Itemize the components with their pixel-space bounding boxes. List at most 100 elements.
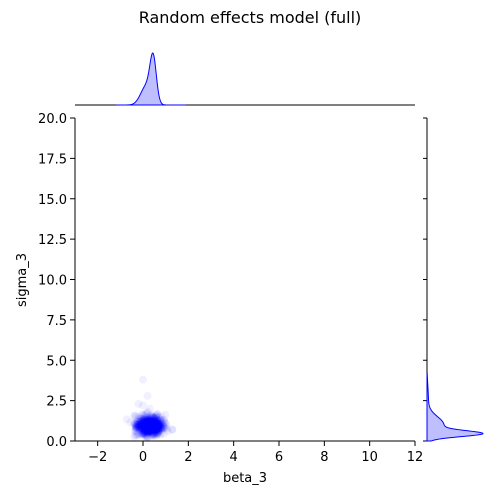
scatter-point [150, 428, 159, 437]
scatter-point [140, 416, 149, 425]
scatter-point [142, 418, 151, 427]
scatter-point [145, 419, 154, 428]
scatter-point [157, 419, 166, 428]
scatter-point [144, 428, 153, 437]
scatter-point [156, 415, 165, 424]
scatter-point [150, 425, 159, 434]
scatter-point [154, 423, 163, 432]
scatter-point [144, 426, 153, 435]
scatter-point [153, 410, 162, 419]
scatter-point [152, 420, 161, 429]
scatter-point [132, 422, 141, 431]
scatter-point [149, 425, 158, 434]
scatter-point [142, 423, 151, 432]
scatter-point [145, 422, 154, 431]
scatter-point [154, 428, 163, 437]
scatter-point [145, 421, 154, 430]
scatter-point [152, 413, 161, 422]
scatter-point [147, 426, 156, 435]
scatter-point [140, 427, 149, 436]
scatter-point [141, 431, 150, 440]
scatter-point [133, 423, 142, 432]
scatter-point [138, 410, 147, 419]
scatter-point [143, 416, 152, 425]
scatter-point [143, 428, 152, 437]
scatter-point [147, 431, 156, 440]
scatter-point [139, 423, 148, 432]
scatter-point [140, 423, 149, 432]
scatter-point [137, 419, 146, 428]
scatter-point [145, 420, 154, 429]
scatter-point [135, 420, 143, 429]
scatter-point [154, 426, 163, 435]
scatter-point [149, 419, 158, 428]
scatter-point [151, 416, 160, 425]
scatter-point [148, 420, 157, 429]
scatter-point [142, 430, 151, 439]
scatter-point [157, 424, 166, 433]
scatter-point [137, 420, 146, 429]
scatter-point [145, 427, 154, 436]
scatter-point [141, 426, 150, 435]
scatter-point [144, 423, 153, 432]
scatter-point [136, 421, 145, 430]
scatter-point [151, 419, 160, 428]
scatter-point [134, 422, 143, 431]
scatter-point [145, 422, 154, 431]
scatter-point [140, 419, 149, 428]
scatter-point [153, 422, 162, 431]
scatter-point [145, 424, 154, 433]
scatter-point [141, 421, 150, 430]
scatter-point [157, 422, 166, 431]
scatter-point [149, 431, 158, 440]
scatter-point [145, 404, 154, 413]
scatter-point [143, 425, 152, 434]
scatter-point [140, 426, 149, 435]
scatter-point [154, 420, 163, 429]
scatter-point [153, 413, 162, 422]
scatter-point [141, 418, 150, 427]
scatter-point [149, 429, 158, 438]
scatter-point [140, 430, 149, 439]
scatter-point [149, 418, 158, 427]
scatter-point [149, 426, 158, 435]
scatter-point [152, 419, 161, 428]
scatter-point [136, 419, 145, 428]
scatter-point [147, 419, 156, 428]
scatter-point [153, 416, 162, 425]
scatter-point [140, 414, 149, 423]
scatter-point [143, 407, 152, 416]
scatter-point [154, 420, 163, 429]
scatter-point [153, 423, 162, 432]
scatter-point [131, 420, 140, 429]
scatter-point [151, 420, 160, 429]
scatter-point [145, 422, 154, 431]
scatter-point [145, 422, 154, 431]
scatter-point [131, 426, 140, 435]
top-kde-curve [115, 52, 187, 106]
scatter-point [144, 420, 153, 429]
scatter-point [141, 429, 150, 438]
scatter-point [149, 418, 158, 427]
scatter-point [150, 415, 159, 424]
scatter-point [136, 417, 145, 426]
scatter-point [136, 414, 145, 423]
scatter-point [143, 425, 152, 434]
scatter-point [150, 421, 159, 430]
scatter-point [141, 433, 150, 442]
scatter-point [149, 430, 158, 439]
scatter-point [150, 420, 159, 429]
scatter-point [132, 423, 141, 432]
scatter-point [142, 422, 151, 431]
scatter-point [141, 427, 150, 436]
scatter-point [143, 391, 152, 400]
scatter-point [141, 417, 150, 426]
scatter-point [146, 422, 155, 431]
scatter-point [159, 420, 168, 429]
scatter-point [143, 433, 152, 442]
scatter-point [142, 420, 151, 429]
scatter-point [153, 417, 162, 426]
scatter-point [142, 425, 151, 434]
scatter-point [154, 419, 163, 428]
scatter-point [146, 426, 155, 435]
